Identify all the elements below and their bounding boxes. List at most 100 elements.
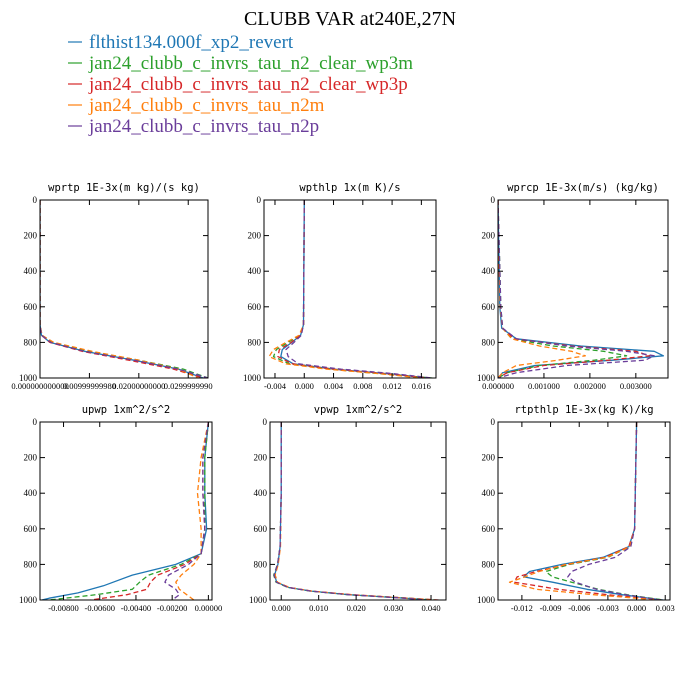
figure-title: CLUBB VAR at240E,27N	[244, 8, 456, 30]
series-line	[164, 422, 210, 600]
x-tick-label: 0.00999999980	[63, 381, 116, 391]
y-tick-label: 200	[482, 231, 496, 241]
panel-title: rtpthlp 1E-3x(kg K)/kg	[514, 404, 653, 416]
series-line	[273, 422, 428, 600]
panel-4: vpwp 1xm^2/s^2 0 200 400 600 800 1000 0.000 0.01…	[249, 404, 447, 613]
y-tick-label: 1000	[249, 595, 268, 605]
y-tick-label: 0	[257, 195, 262, 205]
x-tick-label: 0.003	[656, 603, 675, 613]
panel-title: wprtp 1E-3x(m kg)/(s kg)	[48, 182, 200, 194]
y-tick-label: 800	[24, 337, 38, 347]
y-tick-label: 800	[482, 337, 496, 347]
y-tick-label: 600	[254, 524, 268, 534]
plot-frame	[39, 199, 209, 379]
x-tick-label: -0.004	[264, 381, 287, 391]
y-tick-label: 200	[482, 453, 496, 463]
y-tick-label: 200	[24, 231, 38, 241]
series-line	[40, 200, 199, 378]
plot-frame	[263, 199, 437, 379]
series-line	[40, 200, 208, 378]
x-tick-label: 0.004	[324, 381, 344, 391]
plot-frame	[269, 421, 447, 601]
y-tick-label: 400	[254, 488, 268, 498]
x-tick-label: -0.00200	[157, 603, 187, 613]
y-tick-label: 400	[24, 488, 38, 498]
y-tick-label: 200	[24, 453, 38, 463]
x-tick-label: 0.001000	[528, 381, 560, 391]
panel-1: wpthlp 1x(m K)/s 0 200 400 600 800 1000-0.004 0…	[243, 182, 437, 391]
legend-label: jan24_clubb_c_invrs_tau_n2m	[88, 95, 325, 116]
x-tick-label: 0.002000	[574, 381, 606, 391]
x-tick-label: 0.0299999990	[164, 381, 213, 391]
series-group	[273, 422, 439, 600]
panel-title: upwp 1xm^2/s^2	[82, 404, 171, 416]
series-line	[508, 422, 658, 600]
series-group	[41, 422, 210, 600]
x-tick-label: 0.000	[272, 603, 291, 613]
x-tick-label: 0.040	[421, 603, 440, 613]
x-tick-label: 0.000	[295, 381, 314, 391]
series-line	[49, 422, 210, 600]
y-tick-label: 400	[248, 266, 262, 276]
x-tick-label: -0.00600	[85, 603, 115, 613]
y-tick-label: 400	[482, 266, 496, 276]
y-tick-label: 200	[248, 231, 262, 241]
y-tick-label: 400	[24, 266, 38, 276]
x-tick-label: 0.012	[383, 381, 402, 391]
panel-2: wprcp 1E-3x(m/s) (kg/kg) 0 200 400 600 800 100…	[477, 182, 669, 391]
series-group	[508, 422, 664, 600]
panel-title: wpthlp 1x(m K)/s	[299, 182, 400, 194]
y-tick-label: 200	[254, 453, 268, 463]
series-line	[498, 200, 655, 378]
legend-label: jan24_clubb_c_invrs_tau_n2_clear_wp3m	[88, 53, 413, 74]
series-line	[285, 200, 433, 378]
x-tick-label: 0.000000000000	[11, 381, 68, 391]
y-tick-label: 0	[33, 417, 38, 427]
y-tick-label: 0	[263, 417, 268, 427]
x-tick-label: -0.009	[540, 603, 562, 613]
legend-label: jan24_clubb_c_invrs_tau_n2p	[88, 116, 319, 137]
x-tick-label: 0.020	[347, 603, 366, 613]
x-tick-label: -0.003	[597, 603, 619, 613]
y-tick-label: 800	[482, 559, 496, 569]
legend-label: flthist134.000f_xp2_revert	[89, 32, 294, 53]
x-tick-label: 0.02000000000	[112, 381, 165, 391]
y-tick-label: 800	[248, 337, 262, 347]
series-line	[40, 200, 208, 378]
x-tick-label: 0.030	[384, 603, 403, 613]
panel-title: vpwp 1xm^2/s^2	[314, 404, 403, 416]
x-tick-label: 0.010	[309, 603, 328, 613]
panel-title: wprcp 1E-3x(m/s) (kg/kg)	[507, 182, 659, 194]
y-tick-label: 0	[33, 195, 38, 205]
plot-frame	[497, 421, 671, 601]
y-tick-label: 0	[491, 195, 496, 205]
x-tick-label: 0.008	[353, 381, 372, 391]
y-tick-label: 1000	[477, 595, 496, 605]
x-tick-label: 0.016	[412, 381, 431, 391]
x-tick-label: -0.00400	[121, 603, 151, 613]
series-line	[175, 422, 210, 600]
y-tick-label: 0	[491, 417, 496, 427]
legend: flthist134.000f_xp2_revertjan24_clubb_c_…	[68, 32, 413, 137]
y-tick-label: 1000	[19, 373, 38, 383]
series-group	[498, 200, 665, 378]
plot-frame	[39, 421, 213, 601]
series-line	[523, 422, 664, 600]
series-group	[268, 200, 433, 378]
x-tick-label: -0.006	[568, 603, 590, 613]
x-tick-label: 0.003000	[620, 381, 652, 391]
y-tick-label: 400	[482, 488, 496, 498]
y-tick-label: 600	[24, 524, 38, 534]
y-tick-label: 1000	[477, 373, 496, 383]
x-tick-label: 0.000	[627, 603, 646, 613]
panel-5: rtpthlp 1E-3x(kg K)/kg 0 200 400 600 800 1000 -…	[477, 404, 675, 613]
x-tick-label: -0.012	[511, 603, 533, 613]
x-tick-label: -0.00800	[48, 603, 78, 613]
y-tick-label: 600	[248, 302, 262, 312]
y-tick-label: 600	[24, 302, 38, 312]
y-tick-label: 800	[254, 559, 268, 569]
panel-grid: wprtp 1E-3x(m kg)/(s kg) 0 200 400 600 800 100…	[11, 182, 674, 613]
y-tick-label: 600	[482, 302, 496, 312]
